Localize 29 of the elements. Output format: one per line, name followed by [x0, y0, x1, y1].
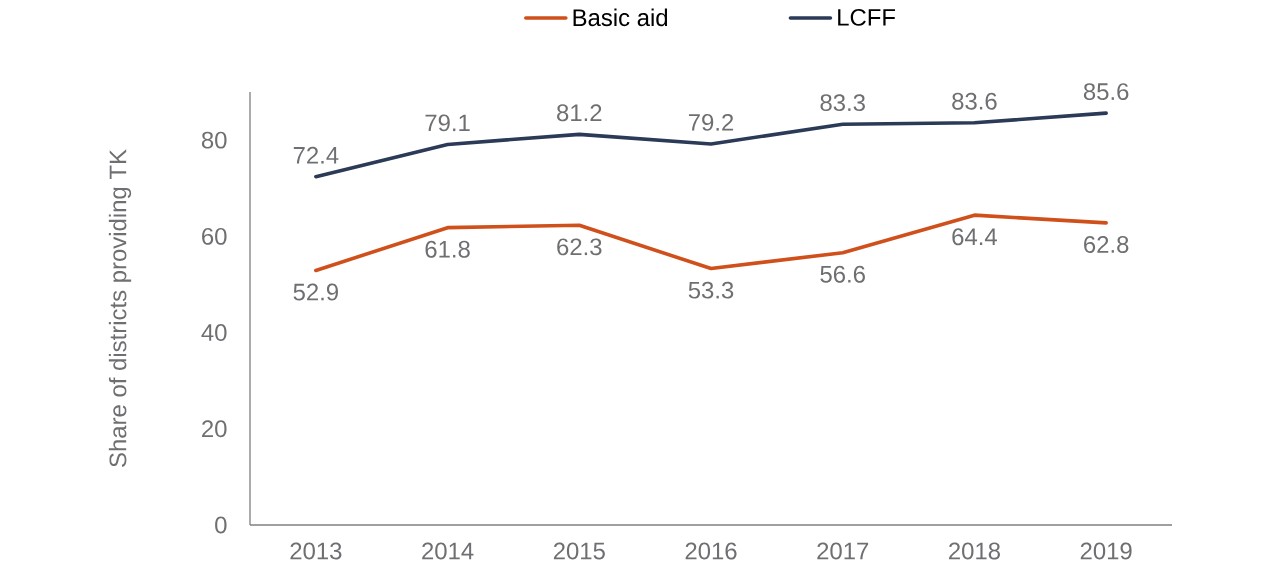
data-label: 79.1	[425, 114, 470, 132]
y-tick-label: 40	[201, 324, 227, 342]
x-tick-label: 2013	[290, 542, 342, 560]
data-label: 72.4	[293, 146, 339, 164]
legend-label: LCFF	[838, 8, 896, 26]
y-tick-label: 60	[202, 227, 227, 245]
x-tick-label: 2015	[553, 542, 605, 560]
x-tick-label: 2016	[685, 542, 737, 560]
data-label: 53.3	[688, 281, 734, 299]
data-label: 61.8	[425, 240, 470, 258]
y-tick-label: 0	[215, 516, 227, 534]
y-axis-title: Share of districts providing TK	[108, 149, 132, 467]
data-label: 79.2	[688, 113, 734, 131]
data-label: 62.3	[557, 238, 602, 256]
y-tick-label: 20	[202, 420, 227, 438]
data-label: 64.4	[952, 228, 997, 246]
data-label: 85.6	[1083, 83, 1129, 101]
data-label: 52.9	[293, 283, 338, 301]
x-tick-label: 2014	[422, 542, 474, 560]
data-label: 81.2	[557, 104, 602, 122]
x-tick-label: 2018	[949, 542, 1000, 560]
x-tick-label: 2019	[1080, 542, 1132, 560]
data-label: 83.3	[820, 94, 865, 112]
legend-label: Basic aid	[573, 8, 668, 27]
y-tick-label: 80	[201, 131, 227, 149]
x-tick-label: 2017	[817, 542, 869, 560]
data-label: 62.8	[1084, 235, 1129, 253]
data-label: 56.6	[820, 265, 865, 283]
data-label: 83.6	[952, 92, 997, 110]
